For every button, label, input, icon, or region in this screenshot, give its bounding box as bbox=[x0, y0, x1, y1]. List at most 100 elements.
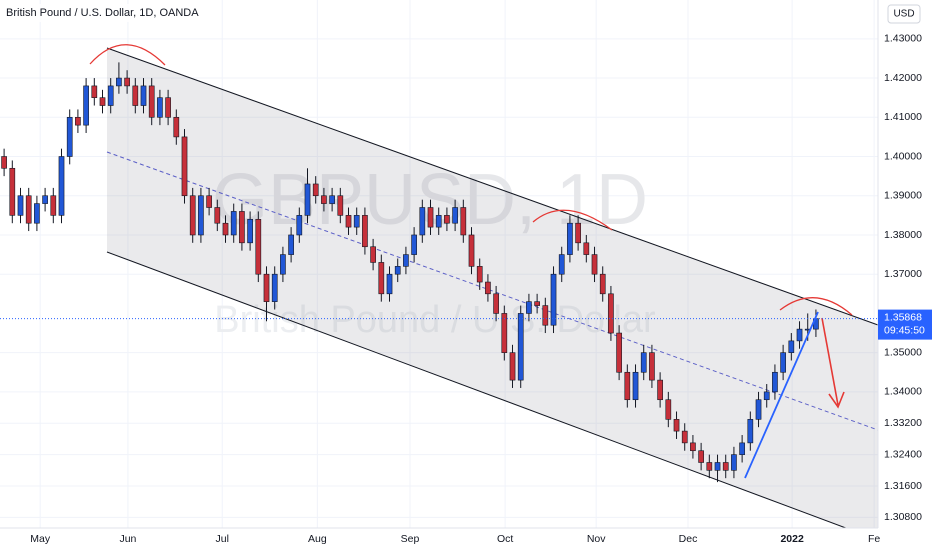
y-tick-label: 1.32400 bbox=[884, 448, 922, 460]
y-tick-label: 1.31600 bbox=[884, 480, 922, 492]
candle bbox=[452, 199, 458, 232]
candle-body bbox=[681, 430, 688, 444]
candle bbox=[649, 344, 655, 388]
candle bbox=[58, 148, 65, 224]
candle bbox=[198, 187, 204, 243]
candle-body bbox=[567, 222, 573, 255]
candle-body bbox=[796, 328, 803, 342]
candle-body bbox=[714, 462, 721, 471]
chart-title: British Pound / U.S. Dollar, 1D, OANDA bbox=[6, 7, 199, 19]
candle bbox=[501, 305, 508, 361]
candle-body bbox=[722, 462, 729, 471]
candle bbox=[107, 78, 114, 114]
candle-body bbox=[206, 195, 212, 208]
candle-body bbox=[731, 454, 737, 471]
candle bbox=[690, 435, 696, 459]
channel-upper bbox=[106, 47, 879, 326]
candle-body bbox=[526, 301, 532, 314]
candle-body bbox=[148, 85, 155, 118]
candle-body bbox=[230, 211, 237, 236]
candle-body bbox=[690, 442, 696, 452]
candle bbox=[616, 325, 622, 381]
candle-body bbox=[280, 254, 286, 275]
candle bbox=[189, 187, 196, 243]
price-axis bbox=[878, 0, 932, 550]
x-tick-label: Nov bbox=[587, 533, 606, 545]
channel-mid bbox=[106, 151, 879, 431]
candle bbox=[731, 446, 737, 479]
candle-body bbox=[288, 234, 294, 255]
candle-body bbox=[772, 371, 778, 393]
candle-body bbox=[394, 266, 401, 275]
candle-body bbox=[116, 77, 122, 87]
time-axis bbox=[0, 528, 932, 550]
candle bbox=[132, 78, 139, 114]
title-bg bbox=[0, 4, 198, 22]
y-tick-label: 1.38000 bbox=[884, 229, 922, 241]
candle bbox=[476, 258, 483, 290]
x-tick-label: 2022 bbox=[780, 533, 804, 545]
candle-body bbox=[304, 183, 311, 216]
x-tick-label: Fe bbox=[868, 533, 880, 545]
top-arc bbox=[89, 44, 166, 66]
candle-body bbox=[222, 222, 229, 236]
candle-body bbox=[755, 399, 762, 420]
arrow-head bbox=[828, 391, 845, 409]
y-tick-label: 1.39000 bbox=[884, 190, 922, 202]
candle-body bbox=[214, 207, 221, 224]
candle bbox=[9, 160, 16, 224]
candle-body bbox=[386, 273, 393, 295]
x-tick-label: May bbox=[30, 533, 51, 545]
candle bbox=[394, 258, 401, 283]
candle bbox=[157, 89, 163, 126]
candle bbox=[50, 187, 57, 224]
candle-body bbox=[189, 195, 196, 236]
candle-body bbox=[698, 450, 704, 463]
candle bbox=[567, 215, 573, 263]
candle-body bbox=[542, 305, 549, 326]
price-tag-label: 1.35868 bbox=[884, 311, 922, 323]
candle bbox=[75, 109, 81, 133]
candle-body bbox=[616, 332, 622, 373]
candle-body bbox=[198, 195, 204, 236]
candle-body bbox=[403, 254, 409, 267]
candle-body bbox=[50, 195, 57, 216]
candle-body bbox=[624, 371, 631, 401]
candle bbox=[1, 148, 7, 177]
candle bbox=[526, 293, 532, 322]
candle bbox=[280, 246, 286, 283]
countdown: 09:45:50 bbox=[884, 324, 925, 336]
channel-fill bbox=[107, 48, 878, 540]
candle bbox=[329, 187, 335, 212]
candle bbox=[706, 454, 713, 479]
currency[interactable]: USD bbox=[893, 9, 914, 20]
candle-body bbox=[83, 85, 89, 126]
candle-body bbox=[476, 266, 483, 283]
candle bbox=[435, 207, 442, 235]
candle bbox=[632, 364, 639, 408]
candle bbox=[181, 129, 188, 204]
candle bbox=[583, 234, 590, 263]
candle bbox=[739, 435, 745, 463]
candle-body bbox=[42, 195, 48, 204]
candle-body bbox=[517, 313, 524, 381]
candle bbox=[173, 109, 180, 145]
candle-body bbox=[66, 116, 73, 157]
candle-body bbox=[132, 85, 139, 106]
candle bbox=[386, 266, 393, 302]
candle-body bbox=[345, 215, 352, 228]
candle-body bbox=[25, 195, 32, 224]
candle-body bbox=[706, 462, 713, 471]
currency-box[interactable] bbox=[887, 4, 921, 24]
candle bbox=[124, 70, 130, 94]
arrow bbox=[821, 317, 839, 406]
candle-body bbox=[427, 207, 434, 228]
candle bbox=[83, 78, 89, 133]
candle-body bbox=[649, 352, 655, 381]
candle bbox=[34, 195, 40, 232]
candle bbox=[509, 344, 516, 388]
candle bbox=[148, 78, 155, 126]
candle-body bbox=[34, 203, 40, 224]
candle bbox=[362, 207, 368, 255]
candle-body bbox=[99, 97, 106, 106]
